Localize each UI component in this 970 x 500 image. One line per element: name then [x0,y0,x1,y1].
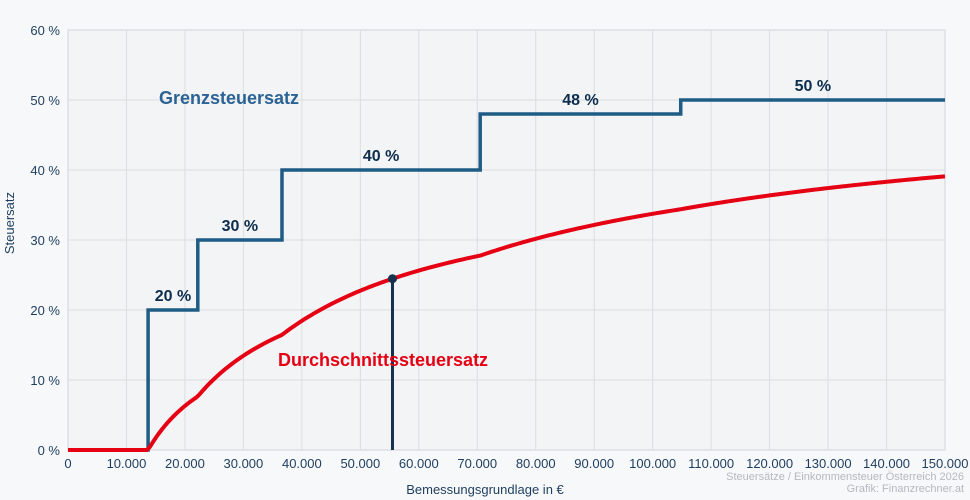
series-label-durchschnittssteuersatz: Durchschnittssteuersatz [278,350,489,370]
attribution-source-line: Steuersätze / Einkommensteuer Österreich… [726,471,964,483]
attribution: Steuersätze / Einkommensteuer Österreich… [726,471,964,495]
y-axis-title: Steuersatz [2,192,17,255]
series-label-grenzsteuersatz: Grenzsteuersatz [159,88,300,108]
marker-dot [387,274,397,284]
plot-border [67,29,946,451]
x-axis-title: Bemessungsgrundlage in € [406,482,564,497]
durchschnittssteuersatz-curve [68,174,946,452]
attribution-credit-line: Grafik: Finanzrechner.at [846,483,964,495]
grenzsteuersatz-step-line [68,98,945,452]
